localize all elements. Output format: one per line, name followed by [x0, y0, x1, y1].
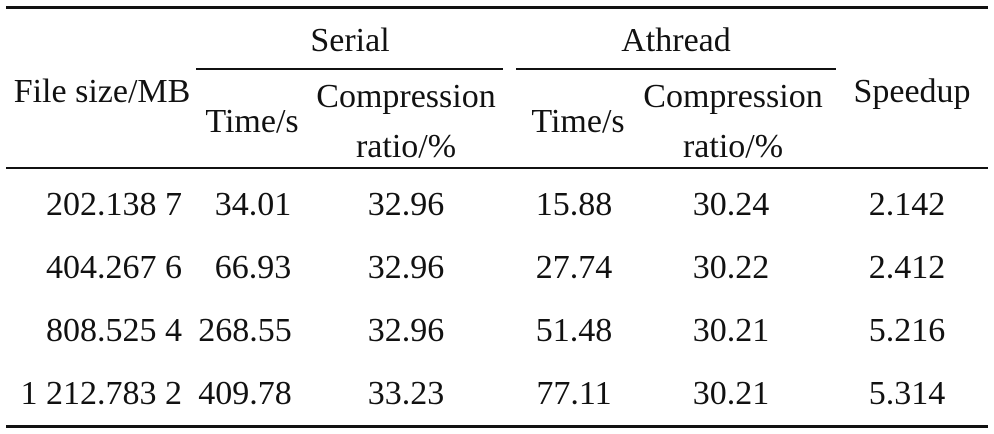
header-serial-ratio: ratio/%: [355, 128, 457, 165]
header-bottom-rule: [6, 167, 988, 169]
row4-athread-ratio: 30.21: [692, 375, 770, 412]
header-file-size: File size/MB: [13, 73, 191, 110]
row4-speedup: 5.314: [868, 375, 946, 412]
header-athread-compression: Compression: [643, 78, 823, 115]
row2-athread-ratio: 30.22: [692, 249, 770, 286]
row4-serial-time: 409.78: [198, 375, 292, 412]
row2-athread-time: 27.74: [535, 249, 613, 286]
row2-speedup: 2.412: [868, 249, 946, 286]
row4-serial-ratio: 33.23: [367, 375, 445, 412]
row3-athread-ratio: 30.21: [692, 312, 770, 349]
header-speedup: Speedup: [853, 73, 971, 110]
header-serial-time: Time/s: [205, 103, 299, 140]
row1-serial-time: 34.01: [214, 186, 292, 223]
row3-file-size: 808.525 4: [46, 312, 182, 349]
header-serial: Serial: [310, 22, 390, 59]
row2-file-size: 404.267 6: [46, 249, 182, 286]
header-athread: Athread: [621, 22, 731, 59]
row2-serial-ratio: 32.96: [367, 249, 445, 286]
row1-athread-time: 15.88: [535, 186, 613, 223]
row3-serial-ratio: 32.96: [367, 312, 445, 349]
row3-athread-time: 51.48: [535, 312, 613, 349]
row3-speedup: 5.216: [868, 312, 946, 349]
header-athread-ratio: ratio/%: [682, 128, 784, 165]
bottom-rule: [6, 425, 988, 428]
row3-serial-time: 268.55: [198, 312, 292, 349]
header-serial-compression: Compression: [316, 78, 496, 115]
row1-speedup: 2.142: [868, 186, 946, 223]
row1-athread-ratio: 30.24: [692, 186, 770, 223]
row4-athread-time: 77.11: [536, 375, 612, 412]
athread-group-rule: [516, 68, 836, 70]
row4-file-size: 1 212.783 2: [20, 375, 183, 412]
serial-group-rule: [196, 68, 503, 70]
row2-serial-time: 66.93: [214, 249, 292, 286]
row1-file-size: 202.138 7: [46, 186, 182, 223]
header-athread-time: Time/s: [531, 103, 625, 140]
top-rule: [6, 6, 988, 9]
row1-serial-ratio: 32.96: [367, 186, 445, 223]
